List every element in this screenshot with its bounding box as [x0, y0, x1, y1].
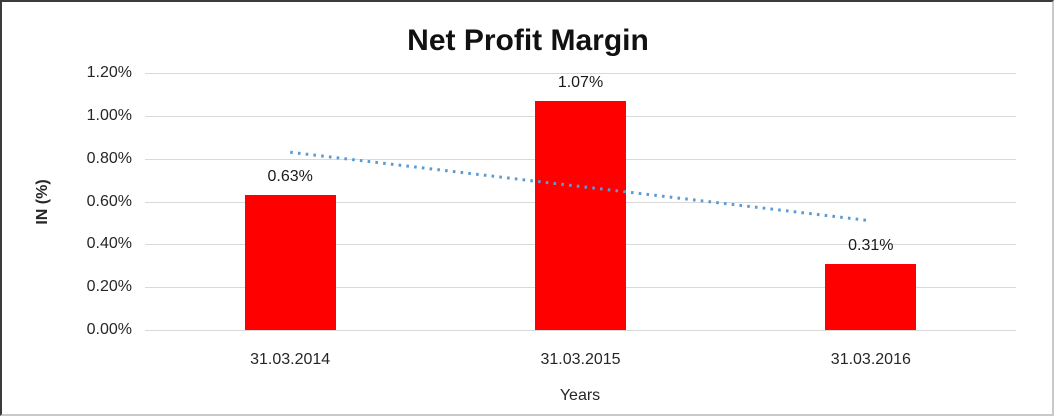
bar-31.03.2014 — [244, 195, 336, 330]
y-tick-label: 0.20% — [86, 278, 132, 296]
x-category-label: 31.03.2015 — [540, 351, 621, 368]
bar-data-label: 1.07% — [557, 73, 604, 91]
bar-31.03.2015 — [535, 100, 626, 330]
gridline — [145, 73, 1016, 74]
y-tick-label: 0.60% — [86, 192, 132, 210]
y-tick-label: 0.80% — [86, 149, 132, 167]
x-category-label: 31.03.2016 — [830, 351, 911, 368]
y-tick-label: 1.00% — [86, 106, 132, 124]
bar-data-label: 0.31% — [848, 236, 894, 254]
y-tick-label: 1.20% — [86, 64, 132, 81]
y-tick-label: 0.40% — [86, 235, 132, 253]
x-category-label: 31.03.2014 — [250, 351, 331, 368]
bar-data-label: 0.63% — [267, 168, 313, 186]
y-tick-label: 0.00% — [86, 321, 132, 338]
x-axis-title: Years — [559, 387, 601, 404]
y-axis-title: IN (%) — [34, 179, 51, 225]
gridline — [145, 330, 1016, 331]
chart-title: Net Profit Margin — [407, 24, 649, 57]
bar-31.03.2016 — [825, 263, 917, 330]
